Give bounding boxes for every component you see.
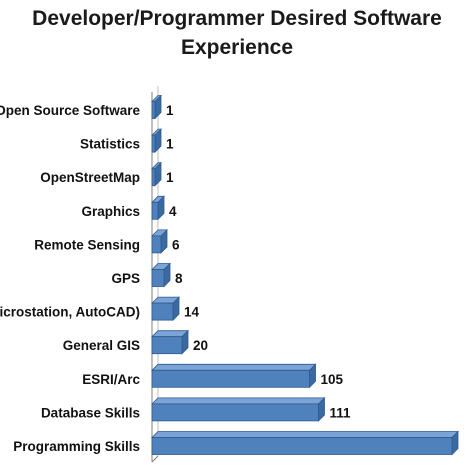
category-label: Programming Skills xyxy=(13,439,140,454)
chart-title-line-1: Developer/Programmer Desired Software xyxy=(32,7,442,30)
chart-title: Developer/Programmer Desired Software Ex… xyxy=(0,4,474,62)
category-label: GPS xyxy=(111,271,140,286)
value-label: 105 xyxy=(321,372,344,387)
value-label: 6 xyxy=(172,237,180,252)
value-label: 8 xyxy=(175,271,183,286)
bar xyxy=(151,336,183,355)
category-label: Statistics xyxy=(80,137,140,152)
value-label: 1 xyxy=(166,103,174,118)
bar-top xyxy=(151,330,189,338)
value-label: 20 xyxy=(193,338,208,353)
bar xyxy=(151,134,156,153)
category-label: OpenStreetMap xyxy=(40,170,140,185)
category-label: Remote Sensing xyxy=(34,237,140,252)
bar xyxy=(151,201,159,220)
value-label: 1 xyxy=(166,137,174,152)
category-label: Open Source Software xyxy=(0,103,140,118)
axis-depth-line xyxy=(151,455,159,463)
category-label: CAD (Microstation, AutoCAD) xyxy=(0,305,140,320)
category-label: ESRI/Arc xyxy=(82,372,140,387)
bar-top xyxy=(151,397,326,405)
bar xyxy=(151,437,453,455)
bar xyxy=(151,235,162,254)
category-label: Database Skills xyxy=(41,405,140,420)
category-label: General GIS xyxy=(63,338,140,353)
value-label: 4 xyxy=(169,204,177,219)
bar-top xyxy=(151,363,317,371)
bar-top xyxy=(151,431,459,438)
bar xyxy=(151,302,174,321)
value-label: 1 xyxy=(166,170,174,185)
bar xyxy=(151,269,165,287)
bar xyxy=(151,101,156,119)
bar xyxy=(151,403,319,422)
value-label: 111 xyxy=(330,405,352,420)
value-label: 14 xyxy=(184,305,200,320)
category-label: Graphics xyxy=(81,204,140,219)
bar xyxy=(151,168,156,187)
chart-title-line-2: Experience xyxy=(180,36,294,59)
bar xyxy=(151,369,310,388)
